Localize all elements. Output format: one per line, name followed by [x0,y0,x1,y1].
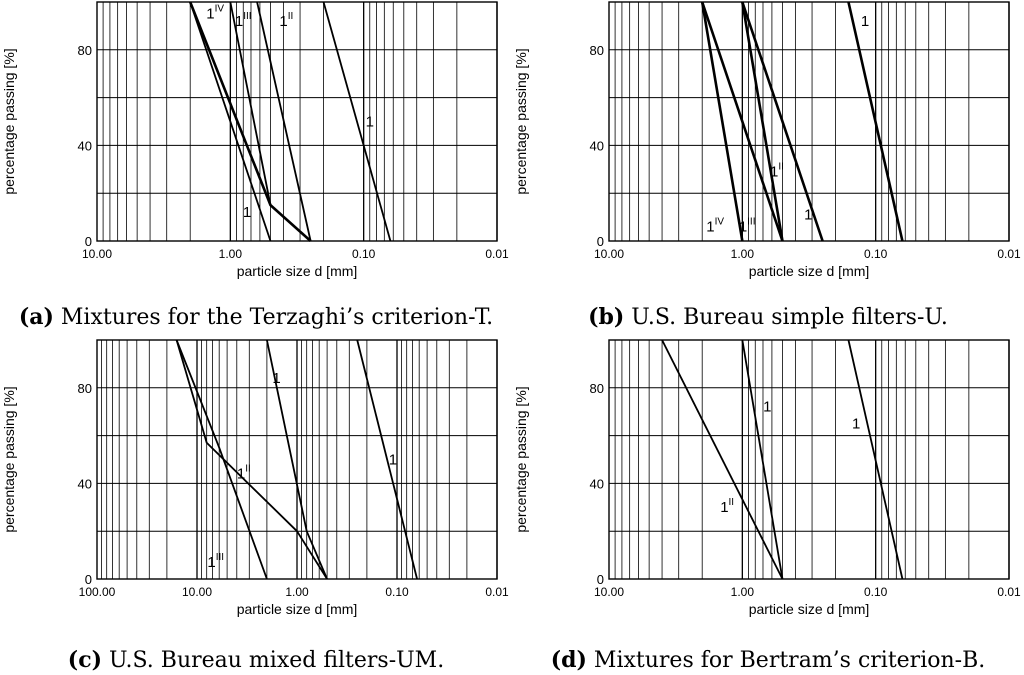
series-line [661,339,784,580]
series-line [266,339,328,580]
series-line [700,1,784,242]
y-axis-label: percentage passing [%] [1,386,17,532]
x-axis-label: particle size d [mm] [749,601,870,617]
series-line [700,1,744,242]
caption-text: Mixtures for Bertram’s criterion-B. [586,648,986,673]
series-label: 1III [235,11,252,30]
caption-c: (c) U.S. Bureau mixed filters-UM. [0,647,512,673]
caption-letter: (d) [550,647,587,673]
caption-text: U.S. Bureau simple filters-U. [624,305,948,330]
y-tick-label: 40 [590,138,604,153]
x-tick-label: 10.00 [594,247,624,261]
series-label: 1 [763,399,771,416]
series-label: 1 [804,206,812,223]
grid [97,1,498,242]
caption-text: U.S. Bureau mixed filters-UM. [102,648,445,673]
grid [609,339,1010,580]
series-label: 1IV [706,216,724,235]
x-tick-label: 1.00 [219,247,243,261]
series-line [847,339,904,580]
caption-letter: (b) [588,304,625,330]
plot-frame [608,339,1010,580]
series-label: 1 [272,370,280,387]
series-line [356,339,418,580]
y-axis-label: percentage passing [%] [513,48,529,194]
x-tick-label: 0.10 [385,585,409,599]
x-tick-label: 0.10 [352,247,376,261]
y-tick-label: 40 [78,138,92,153]
y-tick-label: 0 [597,572,604,587]
y-tick-label: 80 [590,381,604,396]
y-tick-label: 80 [78,43,92,58]
series-line [741,339,784,580]
series-line [741,1,824,242]
x-tick-label: 0.01 [997,585,1021,599]
series-label: 1 [366,113,374,130]
series-line [741,1,784,242]
series-label: 1IV [206,4,224,23]
series-label: 1II [770,161,784,180]
caption-b: (b) U.S. Bureau simple filters-U. [512,304,1024,330]
x-axis-label: particle size d [mm] [749,263,870,279]
series-label: 1II [237,464,251,483]
chart-panel-a: 0 40 80 10.00 1.00 0.10 0.01 particle size d [m… [1,1,509,279]
x-tick-label: 1.00 [731,585,755,599]
y-tick-label: 0 [85,572,92,587]
series-line [256,1,312,242]
y-axis-label: percentage passing [%] [513,386,529,532]
caption-letter: (a) [18,304,54,330]
x-axis-label: particle size d [mm] [237,263,358,279]
plot-frame [96,339,498,580]
plot-frame [608,1,1010,242]
x-tick-label: 10.00 [594,585,624,599]
x-tick-label: 1.00 [285,585,309,599]
grid [609,1,1010,242]
x-tick-label: 0.01 [485,585,509,599]
plot-frame [96,1,498,242]
y-tick-label: 80 [78,381,92,396]
x-tick-label: 0.01 [485,247,509,261]
series-label: 1 [861,13,869,30]
x-tick-label: 1.00 [731,247,755,261]
y-tick-label: 40 [590,476,604,491]
caption-d: (d) Mixtures for Bertram’s criterion-B. [512,647,1024,673]
x-tick-label: 0.01 [997,247,1021,261]
series-label: 1II [279,11,293,30]
series-label: 1III [739,216,756,235]
chart-panel-c: 0 40 80 100.00 10.00 1.00 0.10 0.01 particle siz… [1,339,509,617]
x-tick-label: 10.00 [182,585,212,599]
series-line [189,1,272,242]
series-label: 1II [720,497,734,516]
y-tick-label: 80 [590,43,604,58]
series-line [175,339,328,580]
series-line [229,1,312,242]
series-label: 1III [207,552,224,571]
x-tick-label: 10.00 [82,247,112,261]
x-tick-label: 0.10 [864,585,888,599]
series-line [847,1,904,242]
series-line [175,339,268,580]
x-axis-label: particle size d [mm] [237,601,358,617]
y-tick-label: 0 [85,234,92,249]
y-axis-label: percentage passing [%] [1,48,17,194]
series-label: 1 [243,204,251,221]
x-tick-label: 100.00 [79,585,116,599]
grid [97,339,498,580]
series-line [322,1,392,242]
y-tick-label: 40 [78,476,92,491]
y-tick-label: 0 [597,234,604,249]
series-label: 1 [389,451,397,468]
x-tick-label: 0.10 [864,247,888,261]
caption-letter: (c) [67,647,102,673]
chart-panel-d: 0 40 80 10.00 1.00 0.10 0.01 particle size d [m… [513,339,1021,617]
caption-text: Mixtures for the Terzaghi’s criterion-T. [53,305,494,330]
series-label: 1 [852,415,860,432]
caption-a: (a) Mixtures for the Terzaghi’s criterio… [0,304,512,330]
chart-panel-b: 0 40 80 10.00 1.00 0.10 0.01 particle size d [m… [513,1,1021,279]
